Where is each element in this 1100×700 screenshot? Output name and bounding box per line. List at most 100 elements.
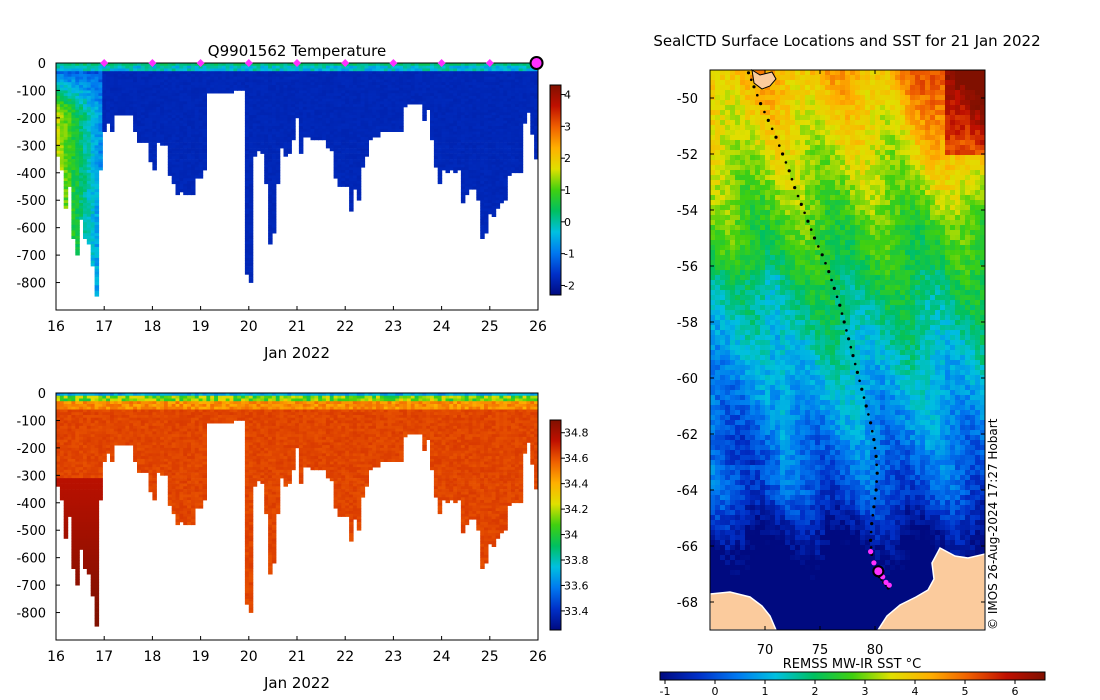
section-cell (279, 109, 285, 113)
section-cell (59, 398, 65, 402)
section-cell (79, 145, 84, 149)
section-cell (171, 148, 177, 152)
section-cell (487, 211, 493, 215)
section-cell (349, 150, 354, 154)
section-cell (453, 120, 458, 124)
section-cell (63, 159, 69, 163)
section-cell (152, 153, 157, 157)
section-cell (457, 109, 462, 113)
section-cell (106, 74, 111, 78)
section-cell (499, 197, 504, 201)
section-cell (67, 450, 73, 454)
section-cell (71, 153, 76, 157)
section-cell (121, 68, 127, 72)
section-cell (83, 216, 88, 220)
section-cell (329, 71, 335, 75)
section-cell (460, 120, 466, 124)
section-cell (268, 205, 273, 209)
section-cell (140, 120, 146, 124)
section-cell (287, 68, 292, 72)
section-cell (71, 95, 76, 99)
section-cell (329, 98, 335, 102)
section-cell (487, 194, 493, 198)
section-cell (445, 164, 450, 168)
section-cell (491, 200, 497, 204)
section-cell (59, 120, 65, 124)
section-cell (160, 112, 165, 116)
section-cell (387, 93, 393, 97)
section-cell (90, 189, 96, 193)
section-cell (426, 93, 431, 97)
section-cell (318, 115, 323, 119)
section-cell (433, 65, 439, 69)
section-cell (187, 65, 192, 69)
section-cell (83, 423, 88, 427)
section-cell (445, 145, 450, 149)
section-cell (90, 175, 96, 179)
section-cell (175, 68, 180, 72)
section-cell (137, 79, 142, 83)
section-cell (352, 82, 358, 86)
section-cell (187, 142, 192, 146)
section-cell (67, 148, 73, 152)
section-cell (460, 109, 466, 113)
section-cell (460, 175, 466, 179)
section-cell (86, 192, 92, 196)
section-cell (248, 260, 254, 264)
section-cell (310, 68, 315, 72)
section-cell (518, 148, 524, 152)
section-cell (453, 142, 458, 146)
section-cell (503, 95, 508, 99)
section-cell (167, 150, 173, 154)
section-cell (418, 71, 423, 75)
section-cell (129, 85, 134, 89)
section-cell (191, 150, 196, 154)
section-cell (368, 112, 373, 116)
section-cell (94, 285, 100, 289)
section-cell (129, 87, 134, 91)
section-cell (90, 112, 96, 116)
section-cell (364, 126, 369, 130)
section-cell (534, 115, 538, 119)
section-cell (86, 112, 92, 116)
section-cell (83, 235, 88, 239)
section-cell (514, 76, 520, 80)
section-cell (202, 117, 207, 121)
section-cell (225, 79, 231, 83)
section-cell (538, 90, 543, 93)
section-cell (264, 170, 269, 174)
section-cell (460, 164, 466, 168)
section-cell (67, 109, 73, 113)
section-cell (283, 145, 288, 149)
section-cell (102, 74, 107, 78)
section-cell (98, 164, 103, 168)
section-cell (298, 93, 304, 97)
section-cell (244, 178, 250, 182)
section-cell (98, 82, 103, 86)
section-cell (329, 115, 335, 119)
section-cell (148, 112, 153, 116)
section-cell (491, 65, 497, 69)
section-cell (75, 208, 80, 212)
section-cell (75, 172, 80, 176)
section-cell (75, 574, 80, 578)
section-cell (364, 74, 369, 78)
section-cell (491, 112, 497, 116)
section-cell (495, 112, 501, 116)
section-cell (349, 142, 354, 146)
section-cell (460, 161, 466, 165)
section-cell (453, 79, 458, 83)
section-cell (495, 131, 501, 135)
section-cell (264, 123, 269, 127)
section-cell (71, 464, 76, 468)
x-tick-label: 22 (336, 319, 354, 335)
section-cell (167, 76, 173, 80)
section-cell (244, 244, 250, 248)
section-cell (156, 101, 161, 105)
section-cell (67, 511, 73, 515)
section-cell (63, 128, 69, 132)
section-cell (102, 82, 107, 86)
section-cell (164, 68, 169, 72)
section-cell (71, 491, 76, 495)
section-cell (79, 71, 84, 75)
